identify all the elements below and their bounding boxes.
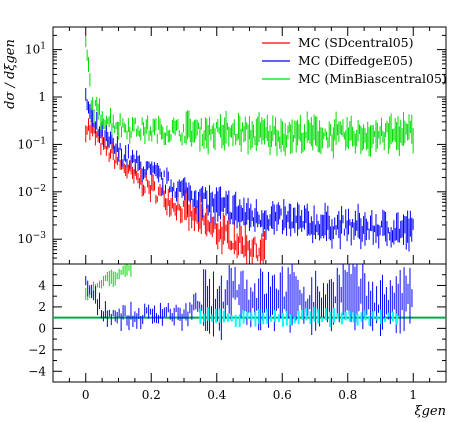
legend-label: MC (MinBiascentral05) <box>298 71 447 86</box>
ratio-y-tick-label: −4 <box>28 364 46 378</box>
x-tick-label: 0 <box>82 388 90 402</box>
ratio-panel: 0 0.2 0.4 0.6 0.8 1 −4 −2 0 2 4 <box>28 263 447 402</box>
x-axis-title: ξgen <box>414 404 446 419</box>
legend-label: MC (DiffedgeE05) <box>298 53 413 68</box>
y-tick-label: 10−3 <box>17 231 46 246</box>
x-tick-label: 1 <box>409 388 417 402</box>
y-tick-label-base: 10 <box>17 137 32 151</box>
ratio-y-tick-label: 2 <box>38 300 46 314</box>
ratio-series-2 <box>199 306 398 328</box>
series-0 <box>85 118 266 264</box>
x-tick-label: 0.8 <box>338 388 357 402</box>
ratio-plot-frame <box>52 263 447 383</box>
y-tick-label-exponent: 1 <box>40 42 46 52</box>
legend-label: MC (SDcentral05) <box>298 35 413 50</box>
series-2 <box>85 35 414 159</box>
ratio-series-0 <box>85 264 132 301</box>
ratio-series-1 <box>85 264 413 341</box>
y-tick-label: 1 <box>38 90 46 104</box>
y-axis-title: dσ / dξgen <box>3 39 18 109</box>
y-tick-label-base: 10 <box>17 185 32 199</box>
y-tick-label-base: 10 <box>17 232 32 246</box>
y-tick-label-exponent: −1 <box>33 136 46 146</box>
ratio-y-tick-label: 4 <box>38 278 46 292</box>
ratio-y-tick-label: 0 <box>38 321 46 335</box>
legend: MC (SDcentral05) MC (DiffedgeE05) MC (MinB… <box>262 35 447 86</box>
x-tick-label: 0.4 <box>207 388 226 402</box>
y-tick-label-base: 10 <box>25 43 40 57</box>
series-1 <box>85 87 414 252</box>
x-tick-label: 0.6 <box>273 388 292 402</box>
y-tick-label-exponent: −2 <box>33 184 46 194</box>
y-tick-label-exponent: −3 <box>33 231 47 241</box>
y-tick-label: 101 <box>25 42 46 57</box>
ratio-y-tick-label: −2 <box>28 343 46 357</box>
y-tick-label-base: 1 <box>38 90 46 104</box>
y-tick-label: 10−1 <box>17 136 46 151</box>
y-tick-label: 10−2 <box>17 184 46 199</box>
x-tick-label: 0.2 <box>142 388 161 402</box>
